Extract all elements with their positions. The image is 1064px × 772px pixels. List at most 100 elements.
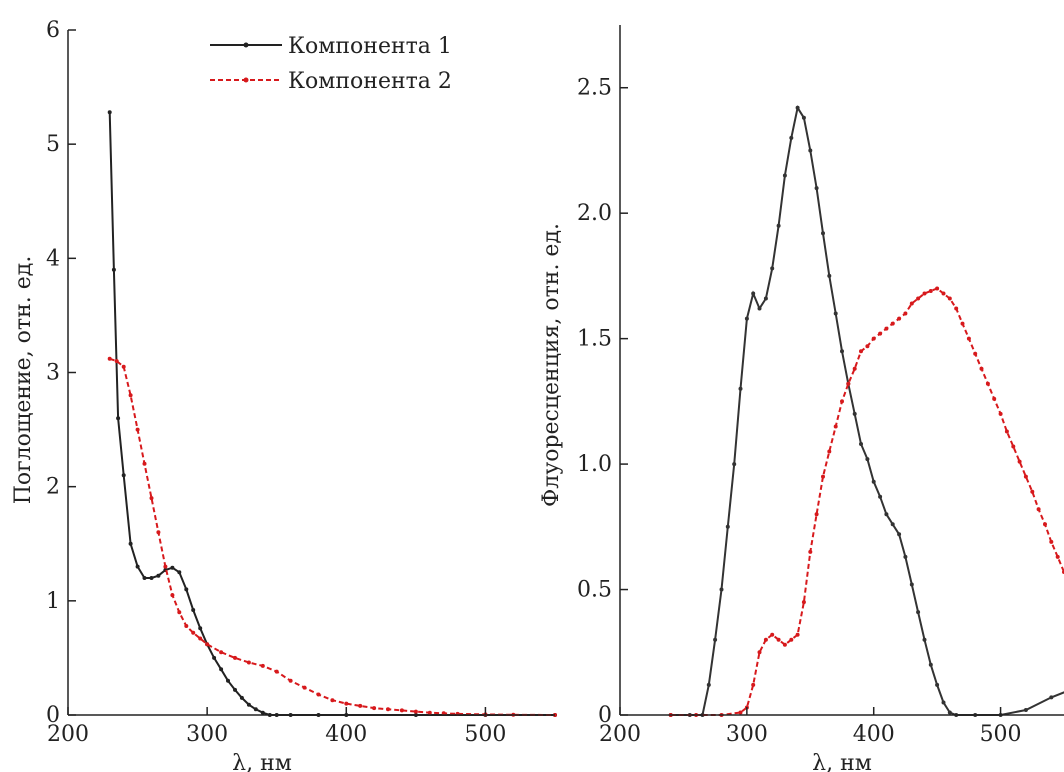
fluorescence-series-2-point <box>910 302 914 306</box>
fluorescence-chart: 200 300 400 50000.51.01.52.02.5 Флуоресценц… <box>539 25 1064 772</box>
fluorescence-series-1-point <box>745 317 749 321</box>
fluorescence-series-2-point <box>1005 430 1009 434</box>
absorption-x-tick-label: 300 <box>186 722 228 747</box>
fluorescence-series-2-point <box>770 633 774 637</box>
legend-marker-2 <box>244 78 249 83</box>
fluorescence-series-1-point <box>739 387 743 391</box>
fluorescence-series-1-point <box>910 583 914 587</box>
absorption-series-1-point <box>261 711 265 715</box>
absorption-series-2-point <box>386 707 390 711</box>
fluorescence-x-tick-label: 300 <box>726 722 768 747</box>
absorption-series-2-point <box>170 593 174 597</box>
fluorescence-series-1-point <box>865 457 869 461</box>
absorption-series-2-point <box>129 393 133 397</box>
absorption-series-2-point <box>115 359 119 363</box>
fluorescence-series-2-point <box>859 349 863 353</box>
fluorescence-series-2-point <box>884 327 888 331</box>
fluorescence-series-2-point <box>878 332 882 336</box>
absorption-series-2-point <box>247 661 251 665</box>
fluorescence-series-2-point <box>802 600 806 604</box>
absorption-series-1-point <box>184 587 188 591</box>
fluorescence-series-1-point <box>891 522 895 526</box>
absorption-series-1-point <box>177 570 181 574</box>
legend-label-1: Компонента 1 <box>288 34 452 59</box>
absorption-series-2-point <box>219 650 223 654</box>
fluorescence-series-1-point <box>853 412 857 416</box>
absorption-series-2-point <box>428 711 432 715</box>
absorption-axes: 200 300 400 500 0 1 2 3 4 5 6 <box>46 18 555 747</box>
fluorescence-series-2-point <box>897 317 901 321</box>
absorption-y-tick-label: 2 <box>46 475 60 500</box>
absorption-y-axis-label: Поглощение, отн. ед. <box>11 256 36 505</box>
fluorescence-series-1-point <box>929 663 933 667</box>
fluorescence-series-2-point <box>827 450 831 454</box>
fluorescence-series-1-point <box>707 683 711 687</box>
fluorescence-series-1-point <box>796 106 800 110</box>
absorption-series-1-point <box>254 707 258 711</box>
absorption-series-1-point <box>247 703 251 707</box>
fluorescence-series-1-point <box>1049 695 1053 699</box>
fluorescence-series-1-point <box>903 555 907 559</box>
fluorescence-series-2-point <box>1030 490 1034 494</box>
fluorescence-series-2-point <box>967 337 971 341</box>
fluorescence-series-1-point <box>713 638 717 642</box>
fluorescence-series-2-point <box>916 297 920 301</box>
absorption-y-tick-label: 1 <box>46 589 60 614</box>
fluorescence-series-1-point <box>726 525 730 529</box>
absorption-y-tick-label: 6 <box>46 18 60 43</box>
fluorescence-series-1-point <box>758 307 762 311</box>
fluorescence-y-tick-label: 2.0 <box>577 201 612 226</box>
fluorescence-series-2-point <box>929 289 933 293</box>
absorption-series-2-point <box>184 624 188 628</box>
fluorescence-series-2-point <box>1043 522 1047 526</box>
fluorescence-series-1-point <box>872 480 876 484</box>
fluorescence-series-2-point <box>942 292 946 296</box>
fluorescence-series-2-point <box>999 412 1003 416</box>
absorption-series-1-point <box>136 565 140 569</box>
absorption-series-2-point <box>122 365 126 369</box>
fluorescence-series-2-point <box>834 425 838 429</box>
fluorescence-series-1-point <box>720 588 724 592</box>
absorption-series-1-point <box>219 667 223 671</box>
absorption-series-1-point <box>108 110 112 114</box>
absorption-series-2-point <box>191 631 195 635</box>
fluorescence-series-1-point <box>1024 708 1028 712</box>
fluorescence-series-1-point <box>923 638 927 642</box>
fluorescence-series-2-point <box>973 352 977 356</box>
fluorescence-series-1-point <box>751 292 755 296</box>
fluorescence-series-1-point <box>815 186 819 190</box>
absorption-series-1-point <box>191 608 195 612</box>
absorption-series-2-point <box>156 530 160 534</box>
absorption-series-2-point <box>143 462 147 466</box>
fluorescence-series-1-point <box>935 683 939 687</box>
fluorescence-y-tick-label: 0.5 <box>577 578 612 603</box>
absorption-series-2-point <box>400 708 404 712</box>
fluorescence-series-2-point <box>846 382 850 386</box>
absorption-x-axis-label: λ, нм <box>232 751 292 772</box>
fluorescence-series-1-point <box>764 297 768 301</box>
absorption-series-2-point <box>163 565 167 569</box>
fluorescence-series-2-point <box>954 307 958 311</box>
fluorescence-x-tick-label: 400 <box>853 722 895 747</box>
fluorescence-series-1-point <box>878 495 882 499</box>
fluorescence-y-tick-label: 1.5 <box>577 327 612 352</box>
absorption-series-2-point <box>317 693 321 697</box>
absorption-x-tick-label: 400 <box>325 722 367 747</box>
absorption-y-tick-label: 5 <box>46 132 60 157</box>
fluorescence-series-1-point <box>783 174 787 178</box>
absorption-series-2-point <box>150 496 154 500</box>
fluorescence-series-1-point <box>732 462 736 466</box>
fluorescence-series-1-point <box>897 532 901 536</box>
absorption-series-2-point <box>358 704 362 708</box>
absorption-x-tick-label: 500 <box>464 722 506 747</box>
fluorescence-series-1-point <box>884 512 888 516</box>
fluorescence-series-2-point <box>1056 555 1060 559</box>
absorption-series-1-point <box>122 473 126 477</box>
fluorescence-series-2-point <box>986 382 990 386</box>
absorption-series-1-point <box>240 696 244 700</box>
fluorescence-series-1-point <box>777 224 781 228</box>
fluorescence-series-2-point <box>903 312 907 316</box>
fluorescence-series-2-point <box>739 711 743 715</box>
fluorescence-series-2-point <box>764 638 768 642</box>
fluorescence-series-2-point <box>935 287 939 291</box>
